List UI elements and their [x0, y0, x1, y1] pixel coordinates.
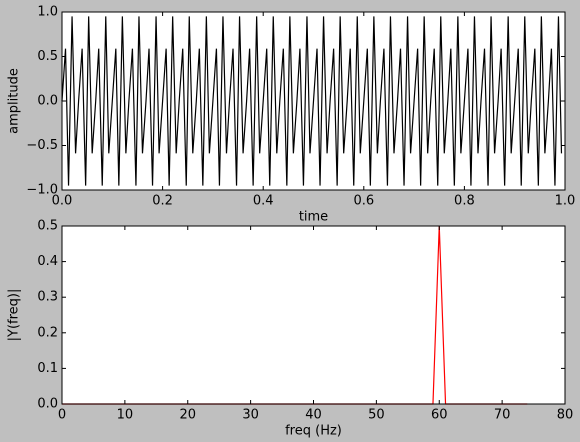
x-tick-label: 30: [242, 408, 259, 423]
y-tick-label: 1.0: [37, 5, 58, 20]
y-tick-label: 0.1: [37, 361, 58, 376]
x-tick-label: 80: [557, 408, 574, 423]
y-tick-label: 0.0: [37, 94, 58, 109]
y-axis-label: |Y(freq)|: [7, 289, 22, 342]
x-tick-label: 0.0: [52, 194, 73, 209]
y-tick-label: 0.5: [37, 49, 58, 64]
y-tick-label: 0.2: [37, 325, 58, 340]
x-tick-label: 0.2: [152, 194, 173, 209]
axes-frame: [61, 225, 566, 405]
x-tick-label: 1.0: [555, 194, 576, 209]
plot-area: [62, 226, 565, 404]
axes-frame: [61, 11, 566, 191]
y-tick-label: −1.0: [26, 183, 58, 198]
x-tick-label: 0.6: [353, 194, 374, 209]
x-tick-label: 20: [179, 408, 196, 423]
x-tick-label: 0: [58, 408, 66, 423]
x-axis-label: time: [299, 210, 328, 225]
y-axis-label: amplitude: [7, 68, 22, 134]
y-tick-label: 0.5: [37, 219, 58, 234]
x-tick-label: 0.4: [253, 194, 274, 209]
x-axis-label: freq (Hz): [285, 424, 342, 439]
x-tick-label: 60: [431, 408, 448, 423]
y-tick-label: 0.3: [37, 290, 58, 305]
x-tick-label: 0.8: [454, 194, 475, 209]
y-tick-label: 0.4: [37, 254, 58, 269]
y-tick-label: 0.0: [37, 397, 58, 412]
x-tick-label: 70: [494, 408, 511, 423]
x-tick-label: 10: [117, 408, 134, 423]
x-tick-label: 50: [368, 408, 385, 423]
data-line: [61, 16, 563, 186]
x-tick-label: 40: [305, 408, 322, 423]
y-tick-label: −0.5: [26, 138, 58, 153]
